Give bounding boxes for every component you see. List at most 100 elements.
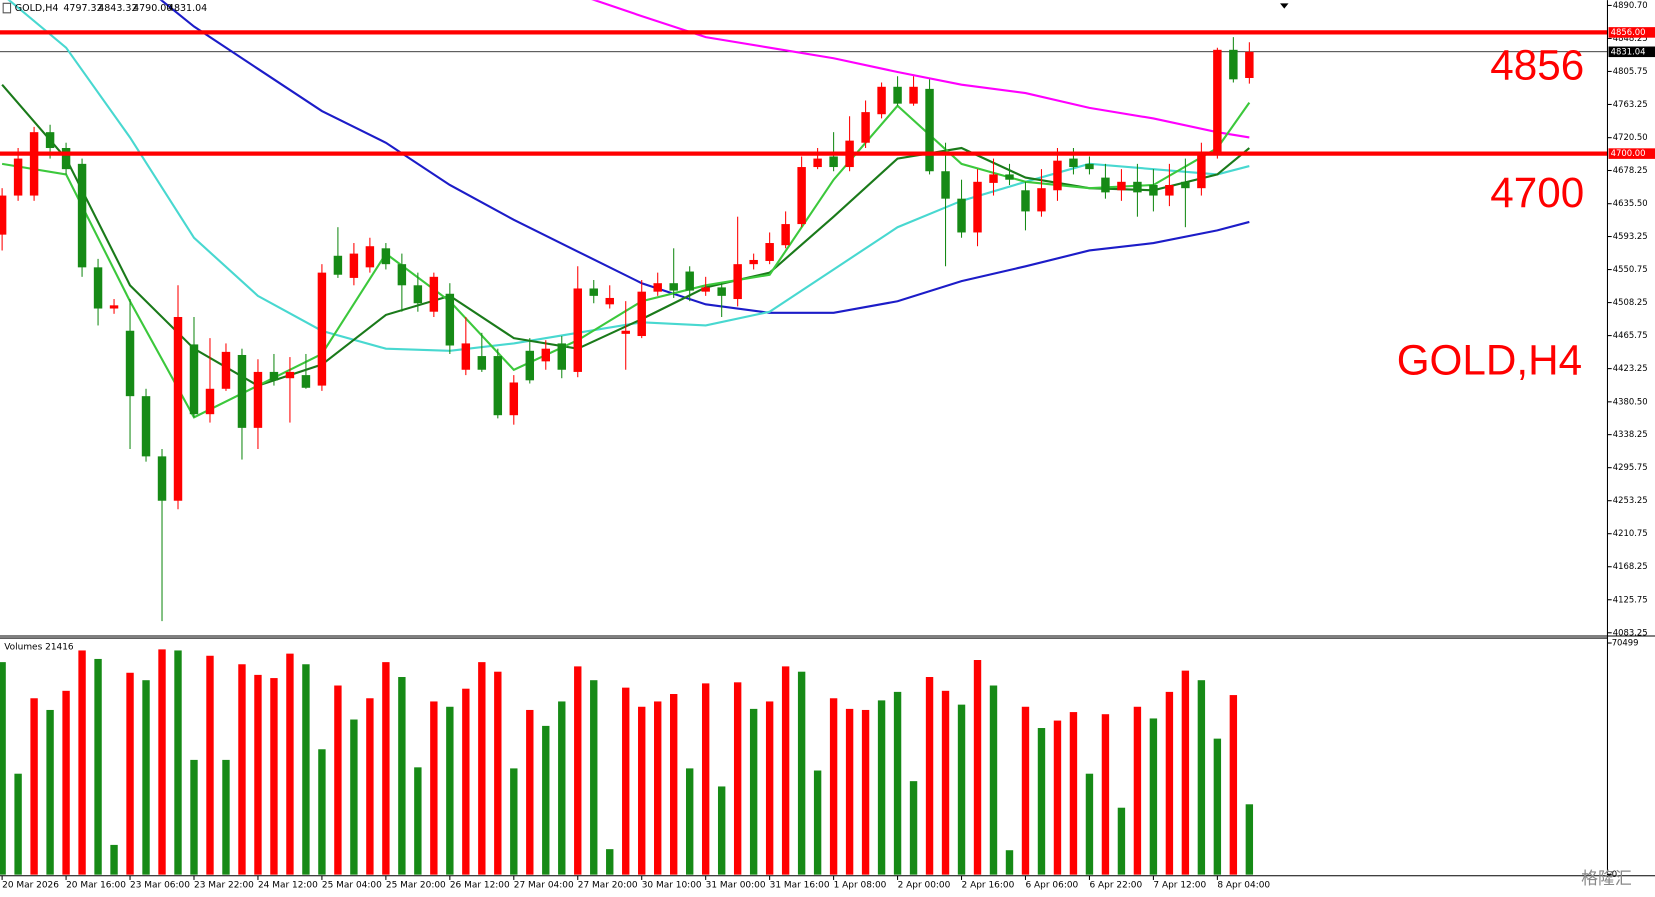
volume-bar bbox=[222, 759, 230, 875]
candle-body bbox=[493, 356, 503, 416]
y-tick-label: 4678.25 bbox=[1613, 165, 1648, 175]
candle-body bbox=[1117, 181, 1126, 191]
candle-body bbox=[1101, 177, 1110, 193]
volume-bar bbox=[462, 688, 470, 875]
candle-body bbox=[381, 248, 391, 265]
candle-body bbox=[445, 293, 455, 346]
volume-bar bbox=[973, 660, 982, 875]
candle-body bbox=[93, 267, 103, 309]
x-tick-label: 2 Apr 00:00 bbox=[898, 881, 951, 891]
candle-body bbox=[317, 272, 327, 386]
candle-body bbox=[45, 132, 55, 149]
candle-body bbox=[573, 288, 582, 372]
x-tick-label: 26 Mar 12:00 bbox=[450, 881, 510, 891]
x-tick-label: 23 Mar 06:00 bbox=[130, 881, 190, 891]
level-annotation: 4856 bbox=[1490, 41, 1584, 88]
y-tick-label: 4338.25 bbox=[1613, 429, 1648, 439]
volume-bar bbox=[701, 683, 710, 875]
volume-bar bbox=[542, 725, 550, 875]
volume-bar bbox=[382, 662, 390, 875]
volume-bar bbox=[0, 662, 6, 875]
volume-bar bbox=[334, 685, 342, 875]
candle-body bbox=[701, 287, 710, 292]
candle-body bbox=[285, 371, 295, 379]
volume-bar bbox=[142, 680, 150, 875]
y-tick-label: 4423.25 bbox=[1613, 363, 1648, 373]
candle-body bbox=[749, 259, 758, 265]
volume-bar bbox=[190, 759, 198, 875]
x-tick-label: 27 Mar 20:00 bbox=[578, 881, 638, 891]
volume-bar bbox=[717, 786, 726, 875]
candle-body bbox=[909, 86, 918, 104]
x-tick-label: 30 Mar 10:00 bbox=[642, 881, 702, 891]
level-axis-box bbox=[1608, 27, 1655, 38]
candle-body bbox=[669, 283, 678, 291]
volume-bar bbox=[30, 698, 38, 875]
volume-bar bbox=[1245, 804, 1254, 875]
volume-bar bbox=[989, 685, 998, 875]
x-tick-label: 27 Mar 04:00 bbox=[514, 881, 574, 891]
volume-bar bbox=[638, 706, 646, 875]
y-tick-label: 4253.25 bbox=[1613, 495, 1648, 505]
shift-marker bbox=[1280, 3, 1289, 9]
candle-body bbox=[221, 351, 231, 389]
x-tick-label: 25 Mar 04:00 bbox=[322, 881, 382, 891]
volume-bar bbox=[286, 653, 294, 875]
volume-bar bbox=[270, 678, 278, 875]
symbol: GOLD,H4 bbox=[15, 3, 59, 14]
candle-body bbox=[1005, 174, 1014, 180]
candle-body bbox=[1213, 49, 1222, 154]
volume-bar bbox=[414, 767, 422, 875]
candle-body bbox=[253, 371, 263, 428]
candle-body bbox=[861, 112, 870, 143]
candle-body bbox=[173, 316, 183, 501]
volume-bar bbox=[110, 844, 118, 875]
volume-bar bbox=[430, 701, 438, 875]
candle-body bbox=[269, 371, 279, 381]
candle-body bbox=[797, 167, 806, 225]
volume-bar bbox=[893, 691, 902, 875]
candle-body bbox=[685, 271, 694, 291]
x-tick-label: 6 Apr 06:00 bbox=[1025, 881, 1078, 891]
volume-bar bbox=[1197, 680, 1206, 875]
ohlc: 4831.04 bbox=[168, 3, 207, 14]
price-panel bbox=[0, 0, 1608, 622]
y-tick-label: 4125.75 bbox=[1613, 594, 1648, 604]
volume-bar bbox=[1133, 706, 1142, 875]
candle-body bbox=[829, 156, 838, 168]
volume-bar bbox=[1037, 728, 1046, 875]
candle-body bbox=[141, 396, 151, 457]
volume-bar bbox=[206, 655, 214, 875]
x-tick-label: 7 Apr 12:00 bbox=[1153, 881, 1206, 891]
y-tick-label: 4720.50 bbox=[1613, 132, 1648, 142]
volume-bar bbox=[558, 701, 566, 875]
volume-bar bbox=[1229, 695, 1238, 875]
overlay bbox=[0, 30, 1608, 156]
candle-body bbox=[989, 174, 998, 183]
volume-bar bbox=[749, 708, 758, 875]
volume-bar bbox=[622, 687, 630, 875]
volume-bar bbox=[670, 694, 678, 875]
ohlc: 4843.32 bbox=[98, 3, 137, 14]
candle-body bbox=[733, 264, 742, 300]
candle-body bbox=[781, 224, 790, 246]
volume-bar bbox=[1053, 720, 1062, 875]
level-axis-box bbox=[1608, 148, 1655, 159]
candle-body bbox=[477, 356, 487, 370]
candle-body bbox=[365, 246, 375, 268]
volume-bar bbox=[526, 709, 534, 875]
volume-bar bbox=[957, 704, 966, 875]
volume-bar bbox=[238, 664, 246, 875]
level-annotation: 4700 bbox=[1490, 169, 1584, 216]
candle-body bbox=[1181, 181, 1190, 189]
panel-title: Volumes 21416 bbox=[4, 642, 74, 652]
candle-body bbox=[157, 456, 167, 501]
volume-bar bbox=[813, 770, 822, 875]
x-tick-label: 23 Mar 22:00 bbox=[194, 881, 254, 891]
candle-body bbox=[525, 350, 535, 381]
volume-bar bbox=[158, 649, 166, 875]
volume-bar bbox=[254, 674, 262, 875]
